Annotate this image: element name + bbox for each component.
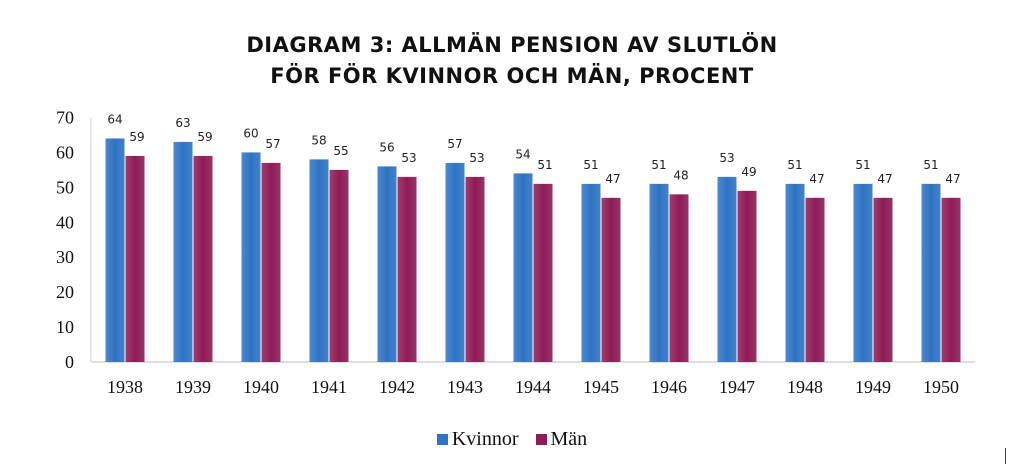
data-label-kvinnor: 64 [107,112,122,126]
bar-man [193,155,213,362]
y-tick-label: 70 [56,108,74,128]
bar-man [261,162,281,362]
x-tick-label: 1950 [923,377,959,397]
legend-item-man: Män [535,428,588,451]
bar-man [941,197,961,362]
data-label-kvinnor: 51 [583,158,598,172]
legend-label-kvinnor: Kvinnor [451,428,519,450]
data-label-man: 48 [673,168,688,182]
x-tick-label: 1939 [175,377,211,397]
data-label-kvinnor: 53 [719,151,734,165]
y-tick-label: 60 [56,142,74,162]
data-label-kvinnor: 51 [651,158,666,172]
data-label-man: 55 [333,144,348,158]
bar-man [465,176,485,362]
x-tick-label: 1941 [311,377,347,397]
bar-kvinnor [717,176,737,362]
y-tick-label: 10 [56,317,74,337]
chart-title: DIAGRAM 3: ALLMÄN PENSION AV SLUTLÖN FÖR… [0,30,1024,92]
bar-man [873,197,893,362]
bar-man [805,197,825,362]
data-label-kvinnor: 58 [311,133,326,147]
bar-kvinnor [309,159,329,362]
data-label-kvinnor: 56 [379,140,394,154]
x-tick-label: 1944 [515,377,551,397]
bar-kvinnor [513,173,533,362]
bar-kvinnor [921,183,941,362]
bar-man [533,183,553,362]
data-label-man: 53 [401,151,416,165]
data-label-man: 49 [741,165,756,179]
chart-title-line-2: FÖR FÖR KVINNOR OCH MÄN, PROCENT [270,64,754,88]
data-label-kvinnor: 54 [515,147,530,161]
bar-kvinnor [785,183,805,362]
bar-kvinnor [581,183,601,362]
data-label-man: 53 [469,151,484,165]
x-tick-label: 1945 [583,377,619,397]
x-tick-label: 1942 [379,377,415,397]
data-label-kvinnor: 51 [787,158,802,172]
bar-kvinnor [853,183,873,362]
bar-kvinnor [649,183,669,362]
y-tick-label: 50 [56,177,74,197]
data-label-man: 59 [129,130,144,144]
x-tick-label: 1938 [107,377,143,397]
y-tick-label: 30 [56,247,74,267]
legend-swatch-kvinnor [436,434,448,445]
data-label-kvinnor: 60 [243,126,258,140]
legend-item-kvinnor: Kvinnor [436,428,519,451]
x-tick-label: 1943 [447,377,483,397]
data-label-man: 57 [265,137,280,151]
chart-title-line-1: DIAGRAM 3: ALLMÄN PENSION AV SLUTLÖN [246,33,778,57]
x-tick-label: 1949 [855,377,891,397]
bar-man [329,169,349,362]
bar-man [669,194,689,362]
bar-kvinnor [445,162,465,362]
bar-man [397,176,417,362]
legend-swatch-man [535,434,547,445]
text-cursor-icon [1005,448,1006,464]
data-label-kvinnor: 63 [175,116,190,130]
data-label-man: 47 [809,172,824,186]
y-tick-label: 20 [56,282,74,302]
data-label-man: 47 [945,172,960,186]
y-tick-label: 0 [65,352,74,372]
bar-kvinnor [105,138,125,362]
data-label-kvinnor: 51 [923,158,938,172]
data-label-kvinnor: 57 [447,137,462,151]
bar-man [601,197,621,362]
bar-man [125,155,145,362]
bar-man [737,190,757,362]
data-label-kvinnor: 51 [855,158,870,172]
x-tick-label: 1946 [651,377,687,397]
bar-kvinnor [241,152,261,362]
x-tick-label: 1948 [787,377,823,397]
legend-label-man: Män [550,428,588,450]
data-label-man: 47 [877,172,892,186]
bar-kvinnor [173,141,193,362]
data-label-man: 51 [537,158,552,172]
bar-kvinnor [377,166,397,362]
x-tick-label: 1940 [243,377,279,397]
data-label-man: 47 [605,172,620,186]
x-tick-label: 1947 [719,377,755,397]
legend: Kvinnor Män [0,428,1024,451]
data-label-man: 59 [197,130,212,144]
y-tick-label: 40 [56,212,74,232]
